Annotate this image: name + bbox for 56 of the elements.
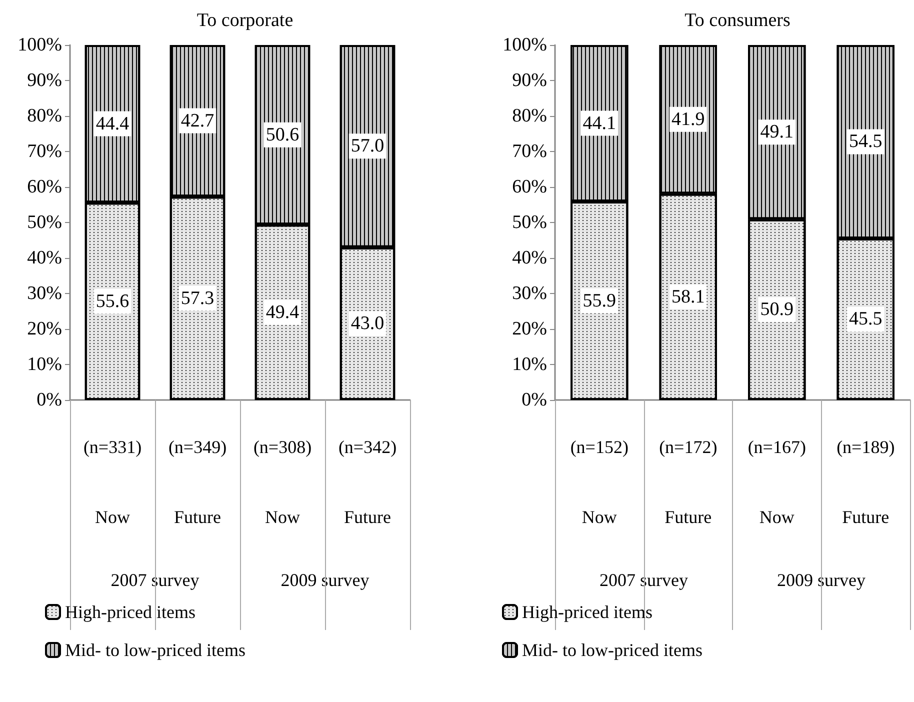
data-label: 49.1 — [760, 122, 794, 143]
y-tick-label: 100% — [18, 34, 62, 56]
y-tick-label: 80% — [27, 106, 62, 126]
category-label: (n=331) Now — [83, 437, 142, 527]
category-label: (n=342) Future — [338, 437, 397, 527]
data-label: 55.6 — [96, 290, 130, 312]
y-tick-label: 10% — [27, 354, 62, 375]
y-tick-label: 60% — [512, 176, 548, 198]
category-label: (n=308) Now — [253, 437, 312, 527]
data-label: 42.7 — [180, 110, 214, 132]
legend-label: Mid- to low-priced items — [522, 640, 702, 660]
y-tick-label: 60% — [27, 176, 62, 198]
category-label: (n=152) Now — [570, 437, 628, 527]
y-tick-label: 50% — [512, 212, 548, 233]
data-label: 45.5 — [849, 308, 882, 330]
text: 2007 survey — [600, 570, 688, 590]
chart-title: To corporate — [196, 10, 294, 31]
chart-title: To consumers — [684, 10, 790, 31]
data-label: 57.3 — [180, 288, 214, 309]
data-label: 50.6 — [266, 124, 300, 146]
y-tick-label: 90% — [27, 70, 62, 91]
y-tick-label: 70% — [27, 141, 62, 162]
y-tick-label: 90% — [512, 70, 548, 91]
data-label: 49.4 — [266, 302, 300, 323]
y-tick-label: 20% — [512, 318, 548, 340]
y-tick-label: 30% — [512, 283, 548, 304]
data-label: 57.0 — [350, 136, 384, 157]
y-tick-label: 30% — [27, 283, 62, 304]
text: 2009 survey — [280, 570, 370, 590]
data-label: 58.1 — [672, 286, 705, 308]
data-label: 43.0 — [350, 313, 384, 334]
y-tick-label: 80% — [512, 106, 548, 126]
legend-label: Mid- to low-priced items — [65, 640, 246, 660]
data-label: 44.4 — [96, 113, 130, 134]
y-tick-label: 100% — [502, 34, 548, 56]
text: 2009 survey — [777, 570, 866, 590]
legend-label: High-priced items — [522, 602, 652, 622]
y-tick-label: 40% — [27, 248, 62, 268]
category-label: (n=167) Now — [748, 437, 806, 527]
y-tick-label: 20% — [27, 318, 62, 340]
y-tick-label: 70% — [512, 141, 548, 162]
data-label: 54.5 — [849, 131, 882, 152]
data-label: 41.9 — [672, 108, 705, 130]
y-tick-label: 40% — [512, 248, 548, 268]
y-tick-label: 0% — [522, 390, 548, 410]
text: 2007 survey — [110, 570, 200, 590]
category-label: (n=349) Future — [168, 437, 227, 527]
data-label: 55.9 — [582, 290, 616, 312]
data-label: 44.1 — [582, 112, 616, 134]
y-tick-label: 10% — [512, 354, 548, 375]
y-tick-label: 0% — [36, 390, 62, 410]
y-tick-label: 50% — [27, 212, 62, 233]
data-label: 50.9 — [760, 299, 794, 320]
legend-label: High-priced items — [65, 602, 196, 622]
category-label: (n=172) Future — [659, 437, 718, 527]
category-label: (n=189) Future — [836, 437, 895, 527]
